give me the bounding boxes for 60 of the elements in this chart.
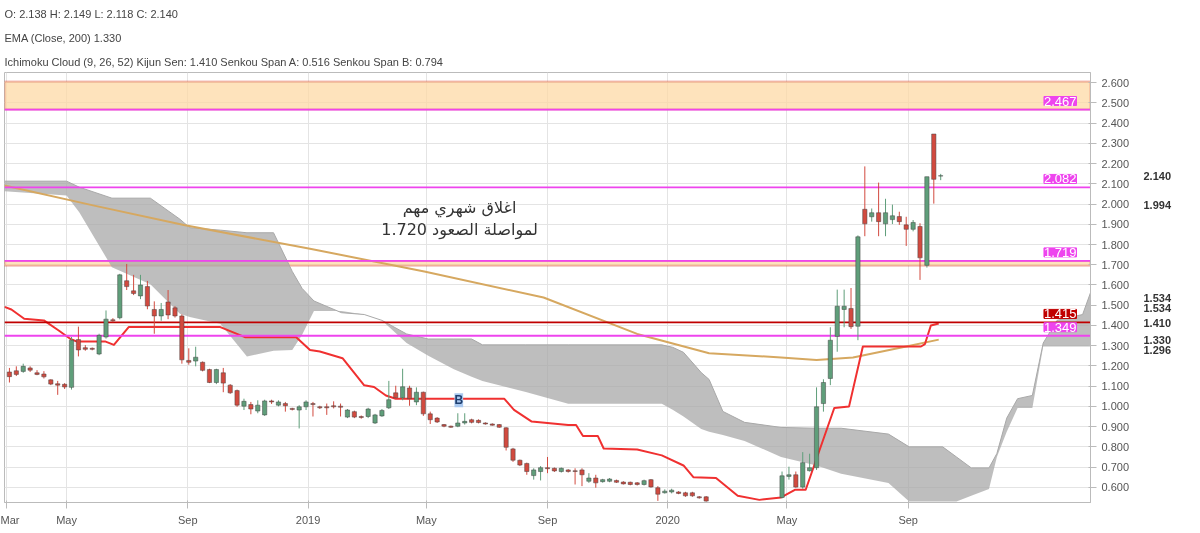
y-tick-label: 2.500 (1101, 96, 1130, 109)
candlestick (407, 385, 412, 407)
ref-line-label: 1.349 (1043, 319, 1077, 335)
text: 1.534 (1143, 302, 1172, 315)
annotation: B (454, 393, 464, 408)
candlestick (503, 426, 509, 451)
y-tick-label: 1.000 (1101, 400, 1130, 413)
y-tick-label: 2.200 (1101, 157, 1130, 170)
x-tick-label: 2019 (295, 513, 321, 526)
ref-line-label: 1.415 (1043, 306, 1077, 322)
x-tick-label: 2020 (655, 513, 680, 526)
y-tick-label: 2.100 (1101, 177, 1130, 190)
text: 1.410 (1143, 317, 1172, 330)
text: O: 2.138 H: 2.149 L: 2.118 C: 2.140 (4, 7, 178, 20)
y-tick-label: 1.200 (1101, 359, 1130, 372)
text: 1.330 (1143, 333, 1172, 346)
text: 1.994 (1143, 199, 1172, 212)
y-tick-label: 1.500 (1101, 299, 1130, 312)
y-tick-label: 1.600 (1101, 278, 1130, 291)
x-tick-label: May (56, 513, 78, 526)
annotation: اغلاق شهري مهم لمواصلة الصعود 1.720 (381, 197, 538, 241)
candlestick (131, 274, 136, 296)
x-tick-label: May (776, 513, 798, 526)
x-tick-label: Sep (898, 513, 918, 526)
x-tick-label: Sep (537, 513, 558, 526)
text: 2.140 (1143, 169, 1172, 182)
ref-line-label: 2.082 (1043, 171, 1077, 187)
y-tick-label: 1.400 (1101, 319, 1130, 332)
y-tick-label: 1.800 (1101, 238, 1130, 251)
y-tick-label: 2.600 (1101, 76, 1130, 89)
line-series (4, 305, 940, 501)
candlestick (890, 204, 895, 225)
y-tick-label: 1.900 (1101, 218, 1130, 231)
y-tick-label: 2.400 (1101, 117, 1130, 130)
candlestick (420, 391, 426, 417)
text: 1.296 (1143, 343, 1172, 356)
text: EMA (Close, 200) 1.330 (4, 31, 122, 44)
text: 1.534 (1143, 292, 1172, 305)
ref-line-label: 1.719 (1043, 244, 1077, 260)
y-tick-label: 0.800 (1101, 440, 1130, 453)
x-tick-label: May (415, 513, 438, 526)
line-series (4, 184, 940, 362)
y-tick-label: 1.700 (1101, 258, 1130, 271)
candlestick (821, 378, 826, 413)
y-tick-label: 0.900 (1101, 420, 1130, 433)
y-tick-label: 0.700 (1101, 461, 1130, 474)
y-tick-label: 0.600 (1101, 481, 1130, 494)
ref-line-label: 2.467 (1043, 93, 1077, 109)
y-tick-label: 2.300 (1101, 137, 1130, 150)
candlestick (883, 198, 888, 237)
x-tick-label: Sep (178, 513, 198, 526)
candlestick (145, 280, 150, 310)
text: Ichimoku Cloud (9, 26, 52) Kijun Sen: 1.410 Senkou Span A: 0.516 Senkou Span B: 0.794 (4, 55, 443, 68)
y-tick-label: 1.300 (1101, 339, 1130, 352)
y-tick-label: 2.000 (1101, 198, 1130, 211)
candlestick (138, 274, 143, 300)
y-tick-label: 1.100 (1101, 380, 1130, 393)
x-tick-label: Mar (0, 513, 20, 526)
candlestick (76, 326, 81, 357)
candlestick (386, 380, 392, 410)
